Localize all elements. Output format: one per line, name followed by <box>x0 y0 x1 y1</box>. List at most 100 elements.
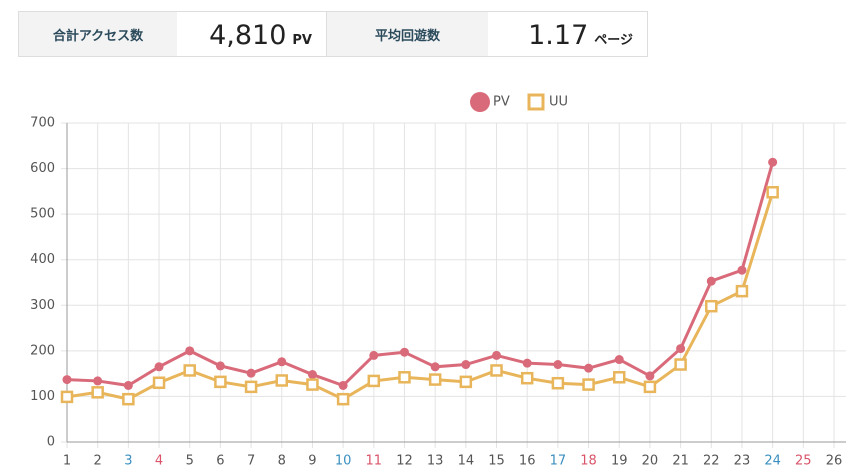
point <box>91 386 104 399</box>
point <box>277 357 287 367</box>
point <box>369 350 379 360</box>
x-tick-label: 18 <box>580 454 597 469</box>
point <box>643 380 657 394</box>
summary-unit: PV <box>292 33 312 48</box>
x-tick-label: 24 <box>764 454 781 469</box>
point <box>275 374 289 387</box>
x-tick-label: 21 <box>672 454 689 469</box>
point <box>705 299 718 313</box>
x-tick-label: 3 <box>124 454 132 469</box>
x-tick-label: 11 <box>366 454 383 469</box>
x-tick-label: 26 <box>826 454 843 469</box>
summary-value-cell: 1.17 ページ <box>488 12 647 56</box>
series-line <box>66 191 775 401</box>
summary-card: 合計アクセス数 4,810 PV <box>18 11 327 57</box>
x-tick-label: 6 <box>216 454 224 469</box>
point <box>492 350 502 360</box>
x-tick-label: 23 <box>734 454 751 469</box>
point <box>430 362 440 372</box>
point <box>553 360 563 370</box>
point <box>584 363 594 373</box>
x-tick-label: 5 <box>186 454 194 469</box>
point <box>428 373 442 386</box>
point <box>367 374 381 388</box>
point <box>214 375 227 389</box>
point <box>522 358 532 368</box>
point <box>768 157 778 167</box>
point <box>215 361 225 371</box>
x-tick-label: 8 <box>278 454 286 469</box>
legend-marker <box>470 92 490 112</box>
point <box>459 375 473 389</box>
point <box>122 392 135 406</box>
point <box>244 380 258 394</box>
x-tick-label: 7 <box>247 454 255 469</box>
point <box>490 364 503 377</box>
point <box>676 344 686 354</box>
x-tick-label: 25 <box>795 454 812 469</box>
legend-label: UU <box>549 95 568 110</box>
y-tick-label: 600 <box>30 161 55 176</box>
y-tick-label: 400 <box>30 252 55 267</box>
x-tick-label: 13 <box>427 454 444 469</box>
summary-label: 合計アクセス数 <box>19 12 177 56</box>
point <box>461 360 471 370</box>
point <box>307 370 317 380</box>
point <box>60 390 74 404</box>
point <box>399 347 409 357</box>
x-tick-label: 2 <box>94 454 102 469</box>
point <box>398 371 411 384</box>
y-tick-label: 100 <box>30 389 55 404</box>
point <box>62 375 72 385</box>
x-tick-label: 9 <box>308 454 316 469</box>
summary-unit: ページ <box>594 33 633 48</box>
x-tick-label: 12 <box>396 454 413 469</box>
point <box>520 371 534 385</box>
point <box>706 276 716 286</box>
point <box>582 378 595 391</box>
point <box>614 355 624 365</box>
x-tick-label: 15 <box>488 454 505 469</box>
y-tick-label: 500 <box>30 207 55 222</box>
point <box>338 380 348 390</box>
point <box>551 376 565 390</box>
y-tick-label: 300 <box>30 298 55 313</box>
x-tick-label: 10 <box>335 454 352 469</box>
x-tick-label: 20 <box>642 454 659 469</box>
y-tick-label: 700 <box>30 116 55 131</box>
x-tick-label: 22 <box>703 454 720 469</box>
summary-value: 4,810 <box>209 20 287 51</box>
y-tick-label: 0 <box>47 435 55 450</box>
point <box>306 378 319 391</box>
point <box>152 376 166 390</box>
point <box>93 376 103 386</box>
x-tick-label: 4 <box>155 454 163 469</box>
y-tick-label: 200 <box>30 343 55 358</box>
series-line <box>66 161 775 388</box>
point <box>183 364 196 377</box>
point <box>123 380 133 390</box>
point <box>645 371 655 381</box>
legend-marker <box>527 93 545 111</box>
point <box>246 368 256 378</box>
point <box>766 186 779 199</box>
legend-label: PV <box>493 95 510 110</box>
point <box>336 392 350 406</box>
summary-value-cell: 4,810 PV <box>177 12 326 56</box>
x-tick-label: 16 <box>519 454 536 469</box>
summary-card: 平均回遊数 1.17 ページ <box>326 11 648 57</box>
point <box>737 265 747 275</box>
point <box>674 358 687 371</box>
x-tick-label: 19 <box>611 454 628 469</box>
point <box>612 371 626 384</box>
point <box>185 346 195 356</box>
x-tick-label: 14 <box>458 454 475 469</box>
summary-label: 平均回遊数 <box>327 12 488 56</box>
x-tick-label: 1 <box>63 454 71 469</box>
summary-value: 1.17 <box>528 20 589 51</box>
point <box>154 362 164 372</box>
x-tick-label: 17 <box>550 454 567 469</box>
point <box>735 284 749 298</box>
